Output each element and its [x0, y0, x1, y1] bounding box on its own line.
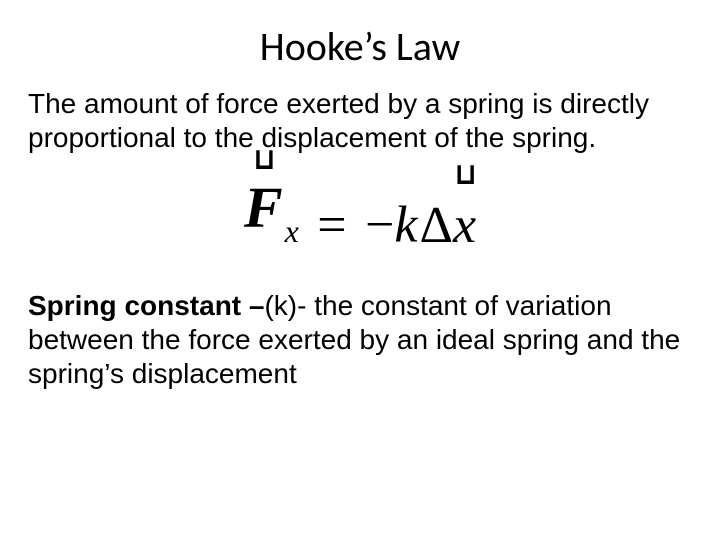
equals-sign: = [303, 197, 360, 254]
vector-x: ⊔ x [453, 196, 476, 255]
intro-paragraph: The amount of force exerted by a spring … [28, 87, 692, 155]
equation-block: ⊔ F x = −kΔ ⊔ x [28, 181, 692, 254]
definition-paragraph: Spring constant –(k)- the constant of va… [28, 289, 692, 391]
symbol-delta: Δ [420, 197, 453, 254]
vector-arrow-icon: ⊔ [244, 147, 283, 177]
vector-F: ⊔ F [244, 181, 283, 239]
vector-arrow-icon: ⊔ [453, 162, 476, 192]
minus-sign: − [365, 197, 394, 254]
slide: Hooke’s Law The amount of force exerted … [0, 0, 720, 540]
symbol-k: k [394, 197, 417, 254]
slide-title: Hooke’s Law [28, 22, 692, 71]
definition-term: Spring constant – [28, 290, 264, 321]
symbol-x: x [453, 197, 476, 254]
subscript-x: x [285, 213, 299, 249]
symbol-F: F [244, 175, 283, 240]
equation: ⊔ F x = −kΔ ⊔ x [244, 181, 476, 254]
